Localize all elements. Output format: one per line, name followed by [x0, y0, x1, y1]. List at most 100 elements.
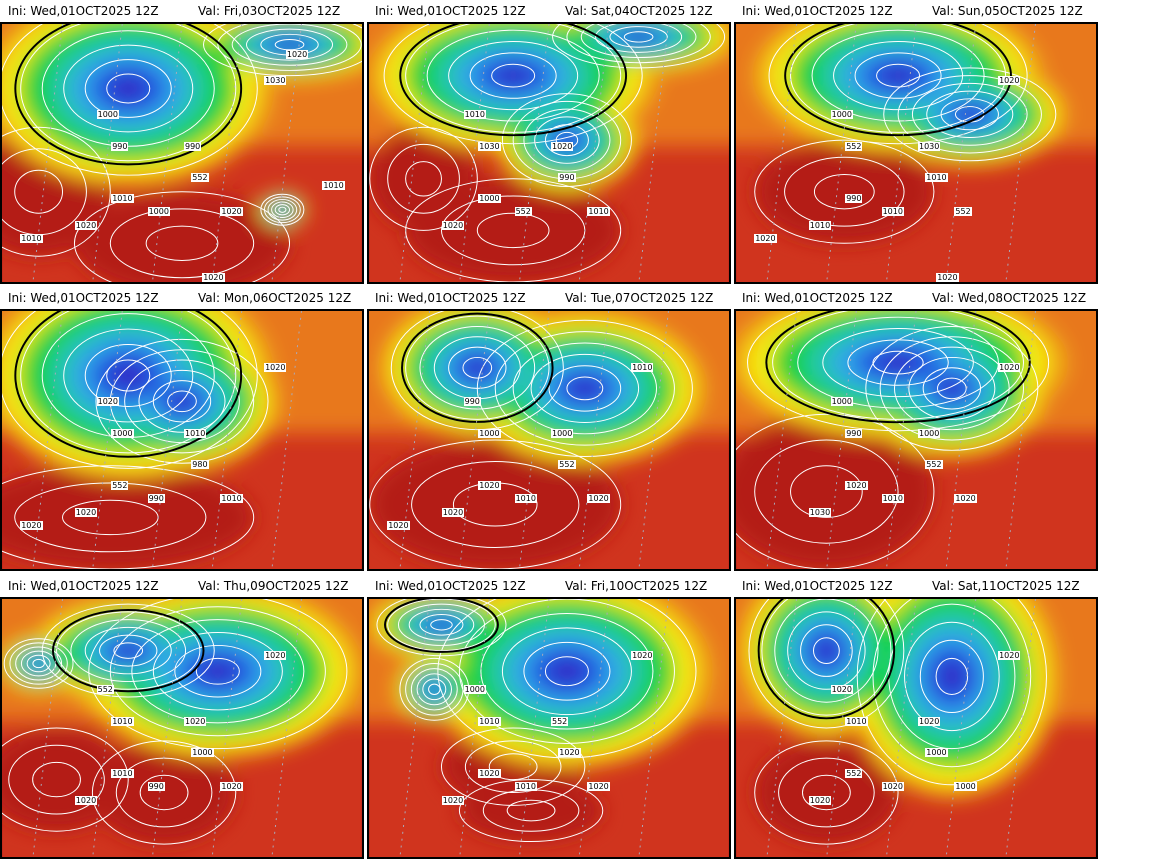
isobar-label: 1020: [220, 782, 243, 792]
isobar-label: 1020: [631, 651, 654, 661]
isobar: [203, 24, 362, 77]
isobar-label: 1020: [387, 520, 410, 530]
isobar: [812, 637, 840, 664]
isobar: [768, 24, 1028, 145]
isobar: [278, 206, 287, 213]
552-contour: [399, 24, 628, 137]
isobar: [410, 668, 458, 711]
init-time: Ini: Wed,01OCT2025 12Z: [375, 4, 526, 18]
isobar: [2, 24, 258, 176]
isobar-label: 1030: [918, 141, 941, 151]
valid-time: Val: Fri,03OCT2025 12Z: [198, 4, 341, 18]
init-time: Ini: Wed,01OCT2025 12Z: [742, 579, 893, 593]
isobar-label: 990: [111, 141, 129, 151]
isobar: [491, 63, 536, 88]
isobar-label: 1020: [478, 769, 501, 779]
graticule: [766, 311, 798, 569]
graticule: [211, 599, 243, 857]
graticule: [92, 24, 123, 282]
init-time: Ini: Wed,01OCT2025 12Z: [742, 4, 893, 18]
geopotential-map: [736, 311, 1096, 569]
isobar: [790, 24, 1007, 133]
isobar: [419, 325, 536, 410]
isobar: [523, 108, 611, 172]
isobar: [271, 201, 294, 218]
isobar-label: 1020: [74, 220, 98, 230]
isobar-label: 990: [147, 494, 165, 504]
valid-time: Val: Sun,05OCT2025 12Z: [932, 4, 1083, 18]
isobar: [935, 657, 969, 695]
isobar: [937, 377, 967, 400]
isobar: [530, 353, 640, 423]
graticule: [151, 24, 183, 282]
init-time: Ini: Wed,01OCT2025 12Z: [375, 579, 526, 593]
isobar: [426, 29, 600, 122]
isobar-label: 1020: [998, 651, 1021, 661]
isobar: [63, 44, 194, 133]
isobar: [20, 311, 237, 454]
isobar-label: 1030: [808, 507, 832, 517]
graticule: [945, 311, 977, 569]
isobar: [623, 31, 654, 43]
graticule: [826, 311, 857, 569]
graticule: [211, 24, 243, 282]
isobar: [802, 774, 851, 811]
isobar: [790, 465, 863, 518]
graticule: [885, 599, 917, 857]
isobar: [544, 656, 589, 687]
isobar-label: 1010: [587, 207, 610, 217]
isobar-label: 1010: [20, 233, 43, 243]
panel-header: Ini: Wed,01OCT2025 12Z Val: Thu,09OCT2025…: [0, 575, 366, 595]
init-time: Ini: Wed,01OCT2025 12Z: [742, 291, 893, 305]
isobar: [174, 644, 262, 698]
isobar: [926, 90, 1014, 139]
isobar: [778, 757, 875, 828]
isobar: [2, 465, 255, 569]
isobar-label: 552: [514, 207, 532, 217]
isobar: [469, 52, 557, 99]
isobar: [411, 461, 580, 548]
isobar: [476, 319, 693, 458]
graticule: [271, 311, 302, 569]
isobar-label: 1000: [96, 110, 119, 120]
isobar: [813, 174, 875, 210]
forecast-map-panel: 1000 990 990 552 1000 1010 1020 1020 1030 1010 102…: [0, 22, 364, 284]
isobar: [41, 603, 215, 698]
isobar-label: 1020: [264, 651, 287, 661]
panel-header: Ini: Wed,01OCT2025 12Z Val: Mon,06OCT2025…: [0, 287, 366, 307]
isobar: [904, 621, 1000, 732]
isobar: [784, 156, 905, 227]
isobar-label: 1020: [551, 141, 574, 151]
isobar-label: 1010: [111, 194, 134, 204]
isobar: [800, 624, 853, 677]
forecast-map-panel: 1000 1010 552 1020 1010 1020 1020 1020 1020: [367, 597, 731, 859]
isobar-label: 552: [954, 207, 972, 217]
isobar-label: 1010: [514, 782, 537, 792]
valid-time: Val: Mon,06OCT2025 12Z: [198, 291, 352, 305]
isobar: [897, 75, 1042, 154]
graticule: [638, 24, 669, 282]
isobar-label: 1000: [478, 428, 501, 438]
valid-time: Val: Tue,07OCT2025 12Z: [565, 291, 714, 305]
isobar: [246, 28, 334, 61]
isobar-label: 1020: [20, 520, 43, 530]
graticule: [518, 599, 550, 857]
isobar: [422, 678, 447, 701]
graticule: [885, 24, 917, 282]
isobar: [566, 376, 604, 401]
552-contour: [14, 311, 243, 458]
isobar: [74, 191, 290, 282]
isobar-label: 552: [845, 141, 863, 151]
graticule: [518, 24, 550, 282]
isobar-label: 1010: [881, 494, 904, 504]
isobar: [416, 673, 452, 706]
isobar-label: 1030: [478, 141, 501, 151]
graticule: [945, 24, 977, 282]
isobar: [369, 126, 478, 231]
isobar-label: 1010: [925, 173, 948, 183]
isobar: [2, 126, 111, 257]
isobar-label: 1010: [478, 716, 501, 726]
isobar: [167, 390, 197, 413]
isobar: [376, 599, 507, 657]
graticule: [32, 24, 64, 282]
